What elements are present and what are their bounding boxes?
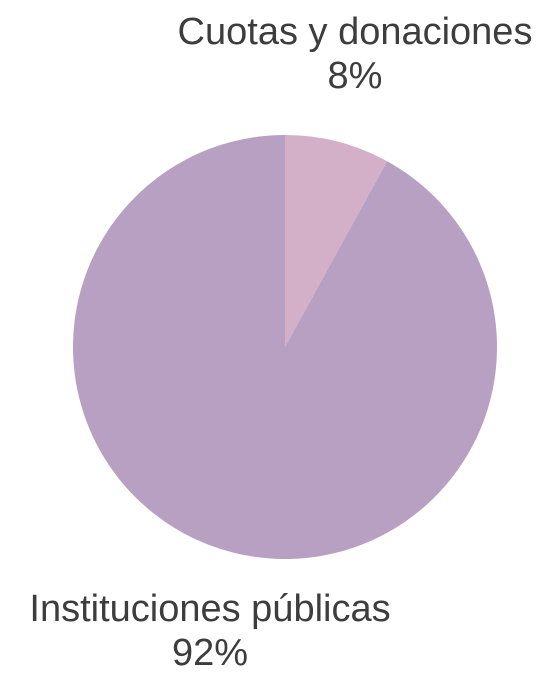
pie-slice-1 [72, 135, 498, 559]
slice-label-cuotas-name: Cuotas y donaciones [177, 11, 533, 53]
slice-label-cuotas: Cuotas y donaciones 8% [145, 10, 555, 98]
slice-label-cuotas-percent: 8% [327, 55, 383, 97]
pie-slices [72, 135, 498, 559]
pie-slice-0 [285, 135, 388, 347]
slice-label-instituciones-name: Instituciones públicas [29, 588, 391, 630]
slice-label-instituciones-percent: 92% [171, 632, 249, 674]
slice-label-instituciones: Instituciones públicas 92% [0, 587, 420, 675]
